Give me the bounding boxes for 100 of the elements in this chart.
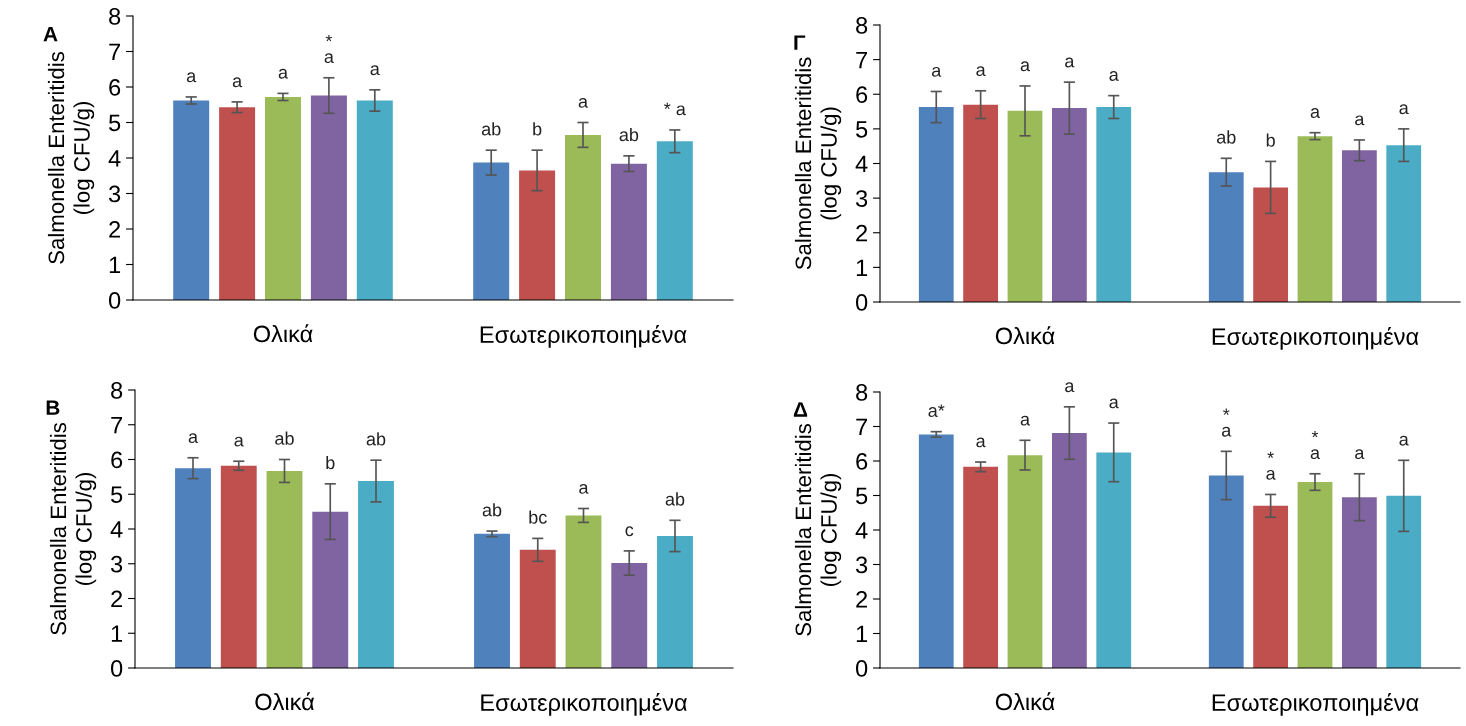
bar [356,100,393,300]
y-tick-label: 3 [108,185,121,203]
y-tick-label: 8 [109,8,121,25]
bar [220,465,257,668]
x-tick-label: Εσωτερικοποιημένα [481,693,687,716]
bar [519,549,556,668]
data-label: a [188,433,199,444]
bar [1051,108,1087,302]
y-tick-label: 1 [111,625,123,642]
y-tick-label: 0 [855,294,868,311]
y-tick-label: 3 [110,555,123,573]
data-label: b [1266,133,1275,147]
data-label: ab [482,503,502,517]
data-label: a [278,68,289,79]
data-label: a [1310,108,1321,118]
y-tick-label: 8 [111,382,123,399]
bar [358,481,394,668]
bar [1007,455,1043,668]
y-tick-label: 2 [111,590,123,608]
y-tick-label: 3 [855,556,868,574]
data-label: a [1355,449,1365,460]
bar [1096,107,1132,302]
data-label: a [232,77,243,88]
bar [474,533,510,668]
data-label: c [625,526,634,537]
data-label: a [1065,57,1075,68]
y-axis-title: Salmonella Enteritidis (log CFU/g) [49,422,97,635]
data-label: b [326,455,335,470]
data-label: a [976,66,986,77]
bar [1386,495,1422,668]
data-label: * a [1222,408,1232,437]
bar [565,134,601,300]
y-tick-label: 4 [110,521,123,538]
data-label: a* [928,404,945,417]
y-tick-label: 7 [109,43,121,61]
bar [1007,110,1043,302]
bar [265,96,301,300]
data-label: a [932,66,942,77]
y-tick-label: 5 [856,487,868,505]
bar [173,100,210,300]
bar [1297,482,1333,668]
bar [565,515,602,668]
y-tick-label: 4 [855,155,868,173]
y-axis-title: Salmonella Enteritidis (log CFU/g) [794,423,842,636]
x-tick-label: Ολικά [995,692,1055,711]
bar [473,162,510,300]
y-tick-label: 5 [856,121,868,138]
y-tick-label: 6 [111,451,123,469]
data-label: ab [366,432,386,446]
y-tick-label: 6 [109,79,121,96]
data-label: * a [1310,430,1321,460]
y-tick-label: 6 [856,453,868,470]
chart-title: Γ [794,35,806,50]
data-label: a [1109,71,1119,81]
x-tick-label: Ολικά [255,692,315,711]
bar [1096,452,1132,668]
bar [310,95,347,300]
bar [1297,136,1333,302]
data-label: ab [619,127,639,142]
data-label: ab [665,492,685,506]
data-label: * a [664,102,686,116]
bar [519,170,556,300]
data-label: * a [1266,451,1276,480]
y-tick-label: 1 [856,625,868,643]
data-label: a [579,483,589,494]
bar [1253,505,1289,668]
x-tick-label: Ολικά [995,326,1055,345]
data-label: a [1399,104,1409,115]
data-label: ab [275,431,294,445]
bar [1341,150,1377,302]
y-tick-label: 8 [856,384,868,401]
y-tick-label: 7 [856,418,868,436]
data-label: ab [1216,130,1236,144]
chart-title: A [43,26,58,42]
y-tick-label: 2 [109,221,121,238]
y-tick-label: 8 [856,17,868,34]
bar [963,104,999,302]
y-tick-label: 6 [856,86,868,104]
data-label: a [1109,398,1119,409]
data-label: * a [324,34,334,64]
bar [312,511,349,668]
chart-title: Δ [793,402,808,417]
bar [611,563,648,668]
bar [1051,433,1087,668]
data-label: a [1355,115,1365,126]
data-label: a [578,97,589,108]
data-label: a [186,72,197,83]
data-label: a [1020,415,1031,426]
bar [657,535,693,668]
x-tick-label: Εσωτερικοποιημένα [1212,693,1419,716]
data-label: bc [529,510,547,524]
bar [1386,145,1422,302]
y-axis-title: Salmonella Enteritidis (log CFU/g) [47,51,95,264]
x-tick-label: Εσωτερικοποιημένα [480,325,687,348]
bar [219,107,256,300]
data-label: a [370,65,380,76]
data-label: a [1399,435,1409,446]
y-tick-label: 5 [111,486,123,504]
y-tick-label: 3 [855,190,868,207]
data-label: a [234,436,244,447]
